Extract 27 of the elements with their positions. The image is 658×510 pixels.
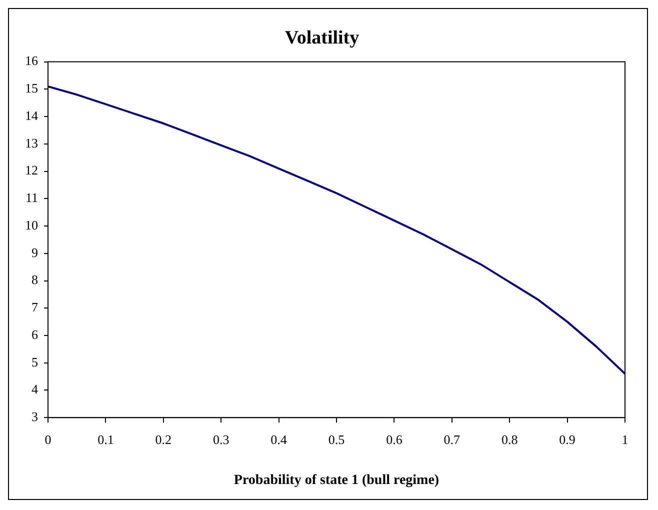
- x-tick-label: 0.2: [155, 432, 172, 447]
- y-tick-label: 5: [32, 354, 38, 370]
- x-tick-label: 0.7: [444, 432, 461, 447]
- x-tick-label: 0.9: [559, 432, 576, 447]
- y-tick-label: 4: [32, 382, 38, 397]
- x-axis-title: Probability of state 1 (bull regime): [234, 473, 440, 488]
- y-tick-label: 13: [25, 135, 38, 150]
- x-tick-label: 0.6: [386, 432, 403, 447]
- y-tick-label: 3: [32, 409, 38, 424]
- x-tick-label: 0.1: [98, 432, 114, 447]
- y-tick-label: 7: [32, 300, 38, 315]
- x-tick-label: 1: [622, 432, 628, 447]
- y-tick-label: 8: [32, 272, 38, 288]
- x-tick-label: 0: [44, 432, 52, 447]
- y-tick-label: 10: [25, 217, 38, 232]
- x-tick-label: 0.3: [212, 432, 230, 447]
- y-tick-label: 16: [25, 53, 38, 68]
- y-tick-label: 15: [25, 80, 38, 96]
- y-tick-label: 9: [32, 244, 38, 260]
- y-tick-label: 11: [25, 190, 38, 206]
- y-tick-label: 6: [32, 326, 38, 342]
- x-tick-label: 0.5: [328, 432, 345, 447]
- x-tick-label: 0.8: [501, 432, 518, 447]
- y-tick-label: 12: [25, 162, 38, 178]
- y-tick-label: 14: [25, 108, 38, 123]
- chart-title: Volatility: [284, 27, 360, 48]
- x-tick-label: 0.4: [270, 432, 288, 447]
